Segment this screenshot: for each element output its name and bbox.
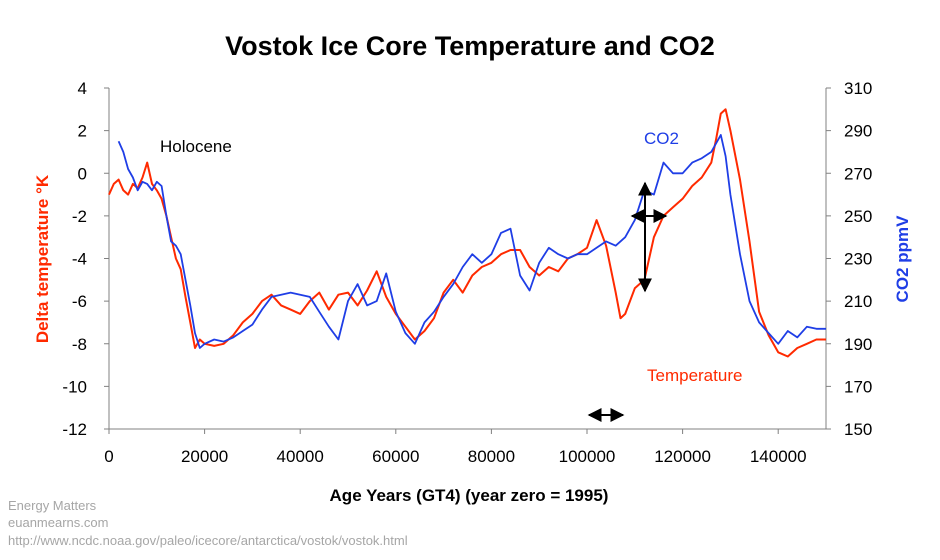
y-left-tick-label: -12 bbox=[62, 420, 87, 439]
y-right-tick-label: 310 bbox=[844, 79, 872, 98]
y-left-tick-label: -6 bbox=[72, 292, 87, 311]
annotation-co2: CO2 bbox=[644, 129, 679, 148]
annotation-holocene: Holocene bbox=[160, 137, 232, 156]
y-left-tick-label: 2 bbox=[78, 122, 87, 141]
x-tick-label: 140000 bbox=[750, 447, 807, 466]
credit-line-1: Energy Matters bbox=[8, 498, 97, 513]
y-right-tick-label: 230 bbox=[844, 250, 872, 269]
co2-series-line bbox=[117, 133, 826, 349]
axes bbox=[104, 87, 831, 434]
y-right-tick-label: 250 bbox=[844, 207, 872, 226]
y-left-tick-label: -10 bbox=[62, 377, 87, 396]
x-tick-label: 120000 bbox=[654, 447, 711, 466]
y-left-tick-label: -2 bbox=[72, 207, 87, 226]
x-tick-label: 20000 bbox=[181, 447, 228, 466]
x-tick-label: 40000 bbox=[277, 447, 324, 466]
y-left-tick-label: 4 bbox=[78, 79, 87, 98]
y-right-tick-label: 150 bbox=[844, 420, 872, 439]
y-right-tick-label: 210 bbox=[844, 292, 872, 311]
y-axis-left-title: Delta temperature °K bbox=[33, 174, 52, 343]
credit-line-2: euanmearns.com bbox=[8, 515, 108, 530]
credit-line-3: http://www.ncdc.noaa.gov/paleo/icecore/a… bbox=[8, 533, 408, 548]
x-tick-label: 0 bbox=[104, 447, 113, 466]
y-left-tick-label: -4 bbox=[72, 250, 87, 269]
temperature-series-line bbox=[108, 108, 826, 358]
x-axis-title: Age Years (GT4) (year zero = 1995) bbox=[330, 486, 609, 505]
chart-title: Vostok Ice Core Temperature and CO2 bbox=[225, 31, 715, 61]
y-right-tick-label: 170 bbox=[844, 377, 872, 396]
y-right-tick-label: 190 bbox=[844, 335, 872, 354]
series-layer bbox=[108, 108, 826, 358]
y-left-tick-label: -8 bbox=[72, 335, 87, 354]
x-tick-label: 60000 bbox=[372, 447, 419, 466]
x-tick-label: 80000 bbox=[468, 447, 515, 466]
y-right-tick-label: 270 bbox=[844, 164, 872, 183]
y-axis-right-title: CO2 ppmV bbox=[893, 215, 912, 303]
y-left-tick-label: 0 bbox=[78, 164, 87, 183]
y-right-tick-label: 290 bbox=[844, 122, 872, 141]
x-tick-label: 100000 bbox=[559, 447, 616, 466]
annotation-temperature: Temperature bbox=[647, 366, 742, 385]
tick-labels: 4 2 0 -2 -4 -6 -8 -10 -12 310 290 270 250 230 210 190 17… bbox=[62, 79, 872, 466]
